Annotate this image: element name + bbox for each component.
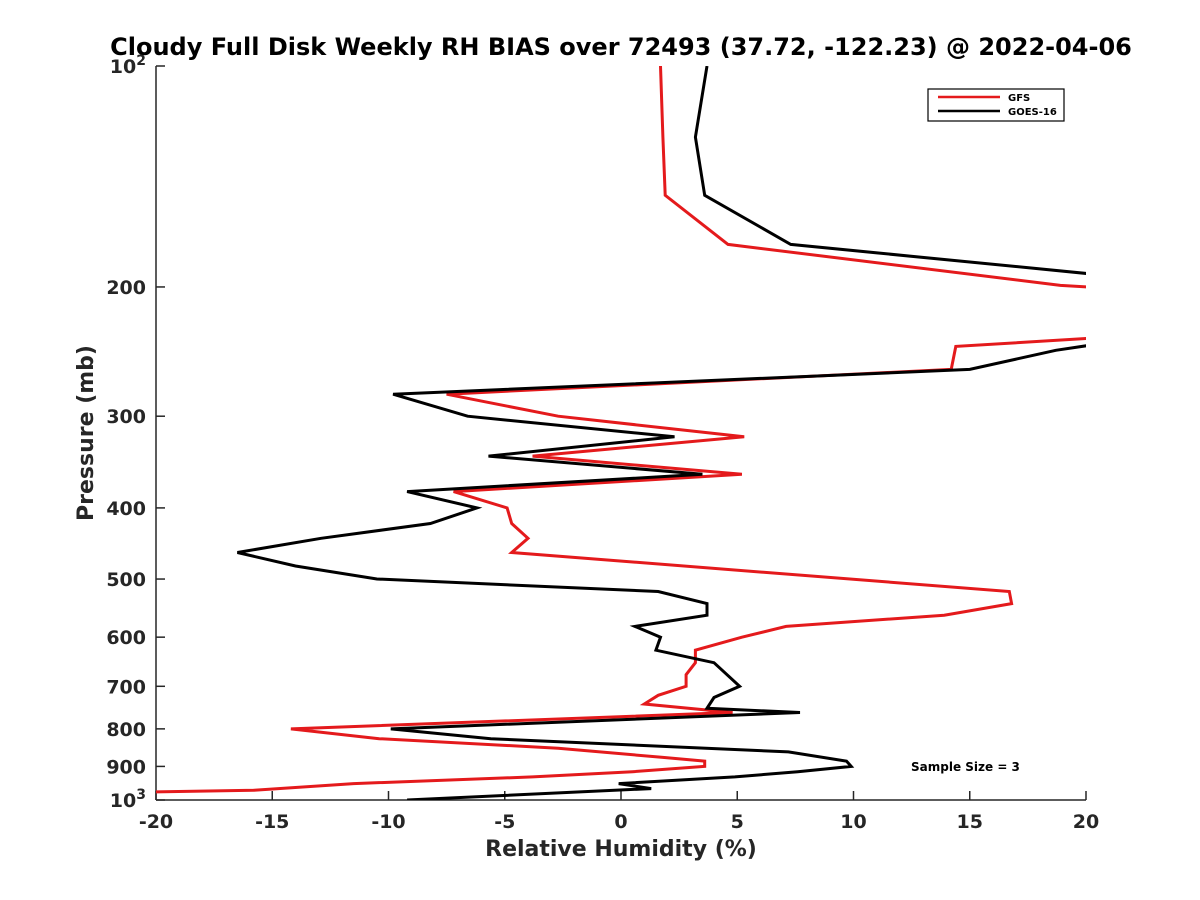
x-tick-label: 15: [957, 811, 983, 833]
y-tick-label: 400: [106, 498, 146, 520]
y-tick-label: 800: [106, 719, 146, 741]
y-tick-label: 700: [106, 676, 146, 698]
legend: GFS GOES-16: [927, 88, 1065, 122]
x-tick-label: 0: [614, 811, 627, 833]
legend-label-gfs: GFS: [1008, 93, 1030, 104]
x-axis-label: Relative Humidity (%): [485, 837, 757, 862]
y-tick-label: 102: [110, 53, 146, 78]
chart-title: Cloudy Full Disk Weekly RH BIAS over 724…: [110, 33, 1132, 61]
plot-area: -20 -15 -10 -5 0 5 10 15 20 102 200 300 400 500 600 70…: [106, 53, 1099, 833]
x-tick-label: 20: [1073, 811, 1099, 833]
series-line-goes16: [237, 66, 1086, 800]
sample-size-annotation: Sample Size = 3: [911, 760, 1020, 774]
y-tick-label: 500: [106, 569, 146, 591]
y-axis-label: Pressure (mb): [74, 345, 99, 521]
y-tick-label: 900: [106, 756, 146, 778]
x-tick-label: -20: [139, 811, 173, 833]
legend-box: [927, 88, 1065, 122]
y-tick-label: 200: [106, 277, 146, 299]
x-tick-label: -15: [255, 811, 289, 833]
x-ticks: -20 -15 -10 -5 0 5 10 15 20: [139, 791, 1099, 833]
x-tick-label: 10: [840, 811, 866, 833]
x-tick-label: 5: [731, 811, 744, 833]
y-tick-label: 600: [106, 627, 146, 649]
x-tick-label: -5: [494, 811, 515, 833]
x-tick-label: -10: [371, 811, 405, 833]
series-group: [156, 66, 1086, 800]
y-ticks: 102 200 300 400 500 600 700 800 900 103: [106, 53, 165, 812]
y-tick-label: 300: [106, 406, 146, 428]
legend-label-goes16: GOES-16: [1008, 107, 1057, 118]
series-line-gfs: [156, 66, 1086, 794]
y-tick-label: 103: [110, 787, 146, 812]
